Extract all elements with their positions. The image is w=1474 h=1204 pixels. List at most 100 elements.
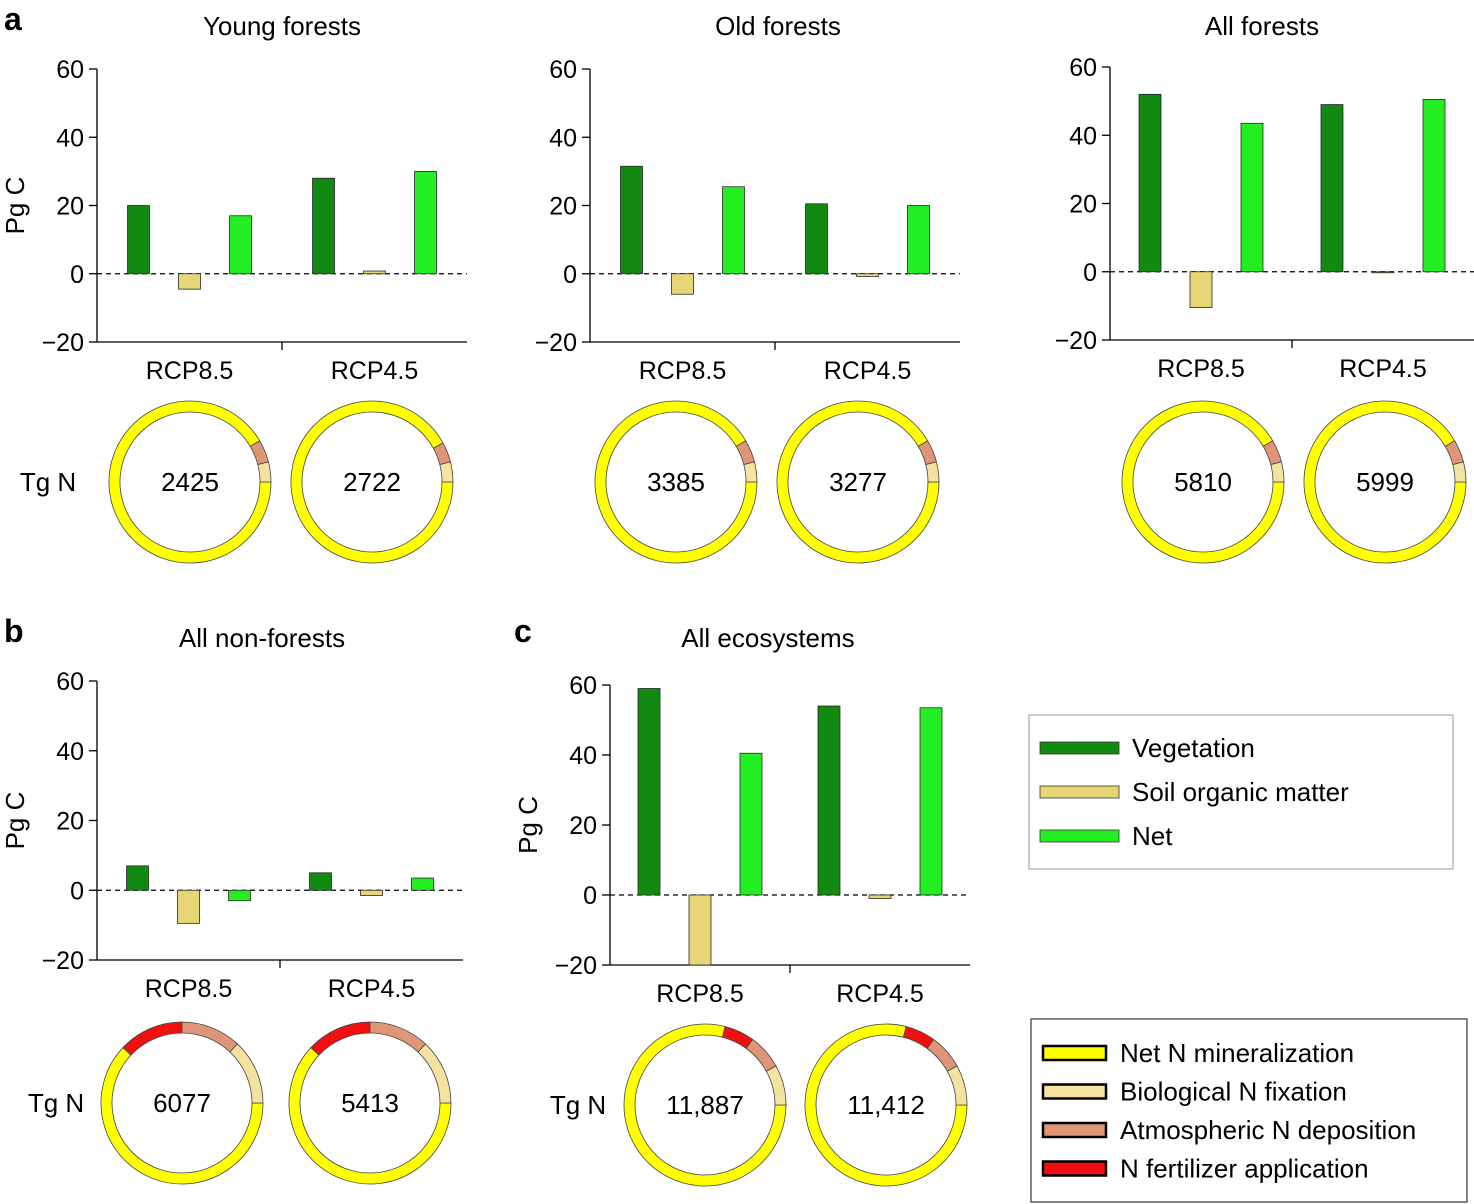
donut-slice-biological-n-fixation (257, 461, 272, 483)
y-tick-label: −20 (42, 947, 84, 975)
donut-slice-atmospheric-n-deposition (745, 1038, 777, 1072)
donut-slice-atmospheric-n-deposition (1444, 440, 1464, 466)
donut-slice-biological-n-fixation (946, 1065, 968, 1106)
y-tick-label: −20 (42, 329, 84, 357)
donut-total: 11,412 (847, 1090, 925, 1120)
bar-vegetation-rcp45 (312, 177, 335, 275)
bar-soil-organic-matter-rcp85 (177, 889, 200, 924)
bar-soil-organic-matter-rcp85 (178, 273, 201, 290)
y-tick-label: 40 (56, 738, 84, 766)
y-tick-label: 40 (549, 124, 577, 152)
donut-rcp45: 3277 (776, 400, 940, 564)
chart-title: All ecosystems (681, 623, 854, 653)
x-tick-label: RCP8.5 (145, 975, 233, 1003)
chart-title: All non-forests (179, 623, 345, 653)
donut-total: 6077 (153, 1088, 211, 1118)
legend-nitrogen: Net N mineralization Biological N fixatio… (1030, 1018, 1468, 1203)
legend-swatch-net (1039, 829, 1120, 843)
panel-letter-b: b (4, 613, 24, 649)
donut-slice-n-fertilizer-application (122, 1021, 183, 1056)
y-tick-label: 60 (56, 56, 84, 84)
bar-soil-organic-matter-rcp45 (856, 273, 879, 277)
donut-slice-net-n-mineralization (290, 400, 454, 564)
chart-panel-3: All forests −20 0 20 40 60 RCP8.5 RCP4.5 5810 599… (1055, 11, 1474, 564)
chart-title: All forests (1205, 11, 1319, 41)
bar-net-rcp85 (228, 889, 251, 902)
donut-slice-biological-n-fixation (925, 461, 940, 483)
bar-net-rcp85 (1240, 122, 1264, 273)
y-tick-label: 20 (569, 812, 597, 840)
bar-soil-organic-matter-rcp85 (671, 273, 694, 295)
y-tick-label: 40 (569, 742, 597, 770)
x-tick-label: RCP4.5 (328, 975, 416, 1003)
donut-slice-net-n-mineralization (594, 400, 758, 564)
bar-soil-organic-matter-rcp45 (1371, 271, 1395, 274)
donut-rcp85: 2425 (108, 400, 272, 564)
donut-slice-biological-n-fixation (1270, 461, 1285, 483)
donut-total: 5999 (1356, 467, 1414, 497)
chart-panel-5: All ecosystems −20 0 20 40 60 Pg C RCP8.5 RCP4.5… (513, 623, 970, 1187)
y-tick-label: −20 (1055, 327, 1097, 355)
x-tick-label: RCP4.5 (824, 357, 912, 385)
legend-swatch-soil (1039, 785, 1120, 799)
y-tick-label: 60 (56, 668, 84, 696)
chart-panel-4: All non-forests −20 0 20 40 60 Pg C RCP8.5 RCP4.… (0, 623, 463, 1185)
donut-total: 3385 (647, 467, 705, 497)
donut-slice-biological-n-fixation (439, 461, 454, 483)
chart-title: Young forests (203, 11, 361, 41)
bar-soil-organic-matter-rcp85 (1189, 271, 1213, 308)
y-tick-label: 0 (1083, 259, 1097, 287)
donut-total: 2425 (161, 467, 219, 497)
legend-label: Atmospheric N deposition (1120, 1115, 1416, 1145)
y-tick-label: 20 (56, 193, 84, 221)
donut-slice-n-fertilizer-application (310, 1021, 371, 1056)
donut-slice-atmospheric-n-deposition (926, 1038, 958, 1072)
legend-label: Net (1132, 821, 1173, 851)
x-tick-label: RCP4.5 (1339, 355, 1427, 383)
y-tick-label: 0 (563, 261, 577, 289)
x-tick-label: RCP8.5 (639, 357, 727, 385)
donut-total: 3277 (829, 467, 887, 497)
legend-label: N fertilizer application (1120, 1154, 1369, 1184)
donut-slice-atmospheric-n-deposition (181, 1021, 239, 1053)
donut-rcp45: 11,412 (804, 1023, 968, 1187)
donut-slice-net-n-mineralization (1303, 400, 1467, 564)
donut-slice-atmospheric-n-deposition (917, 440, 937, 466)
donut-total: 5413 (341, 1088, 399, 1118)
y-axis-label: Pg C (513, 796, 543, 854)
legend-swatch-vegetation (1039, 741, 1120, 755)
bar-net-rcp85 (722, 186, 745, 275)
bar-net-rcp45 (919, 707, 943, 896)
donut-slice-biological-n-fixation (743, 461, 758, 483)
donut-slice-net-n-mineralization (623, 1023, 787, 1187)
legend-swatch-biological_n_fixation (1041, 1083, 1108, 1100)
bar-net-rcp45 (907, 205, 930, 275)
x-tick-label: RCP4.5 (331, 357, 419, 385)
donut-rcp45: 2722 (290, 400, 454, 564)
donut-slice-atmospheric-n-deposition (735, 440, 755, 466)
bar-soil-organic-matter-rcp45 (360, 889, 383, 896)
donut-total: 2722 (343, 467, 401, 497)
donut-slice-biological-n-fixation (229, 1043, 264, 1104)
donut-rcp85: 11,887 (623, 1023, 787, 1187)
bar-soil-organic-matter-rcp45 (868, 894, 892, 899)
y-tick-label: 60 (569, 672, 597, 700)
bar-net-rcp85 (229, 215, 252, 275)
x-tick-label: RCP8.5 (656, 980, 744, 1008)
donut-slice-biological-n-fixation (1452, 461, 1467, 483)
donut-rcp45: 5999 (1303, 400, 1467, 564)
donut-axis-label: Tg N (20, 467, 76, 497)
bar-vegetation-rcp85 (126, 865, 149, 891)
y-tick-label: −20 (535, 329, 577, 357)
legend-label: Biological N fixation (1120, 1077, 1347, 1107)
y-tick-label: −20 (555, 952, 597, 980)
donut-rcp85: 3385 (594, 400, 758, 564)
legend-label: Net N mineralization (1120, 1038, 1354, 1068)
donut-rcp85: 6077 (100, 1021, 264, 1185)
panel-letter-c: c (514, 613, 532, 649)
donut-rcp45: 5413 (288, 1021, 452, 1185)
legend-swatch-atmospheric_n_deposition (1041, 1121, 1108, 1139)
donut-total: 5810 (1174, 467, 1232, 497)
legend-label: Vegetation (1132, 733, 1255, 763)
